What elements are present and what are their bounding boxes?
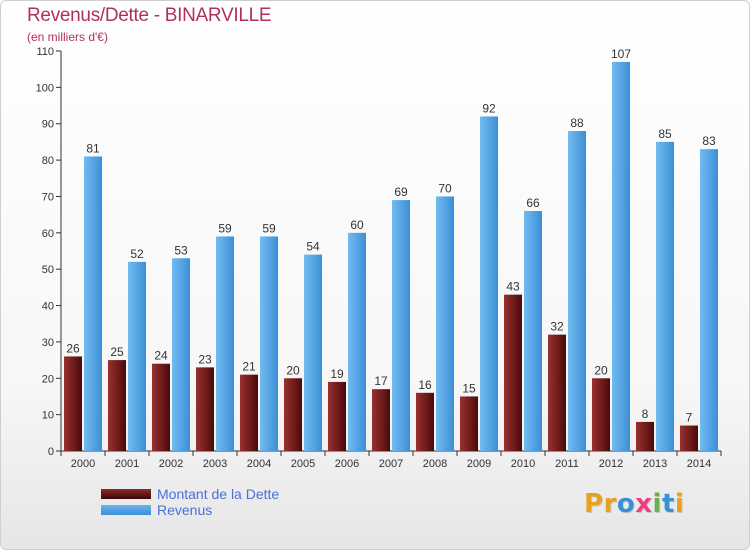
x-tick-label: 2006 — [335, 458, 359, 470]
data-label: 59 — [218, 221, 232, 235]
x-tick-label: 2011 — [555, 458, 579, 470]
bar-revenus — [128, 261, 146, 451]
data-label: 8 — [642, 407, 649, 421]
data-label: 107 — [611, 47, 631, 61]
y-tick-label: 20 — [42, 373, 54, 385]
y-tick-label: 0 — [48, 446, 54, 458]
y-tick-label: 70 — [42, 191, 54, 203]
proxiti-logo: Proxiti — [584, 489, 685, 519]
data-label: 92 — [482, 101, 496, 115]
data-label: 81 — [86, 141, 100, 155]
bar-revenus — [524, 211, 542, 451]
data-label: 24 — [154, 349, 168, 363]
x-tick-label: 2012 — [599, 458, 623, 470]
data-label: 53 — [174, 243, 188, 257]
data-label: 20 — [286, 363, 300, 377]
bar-revenus — [348, 232, 366, 451]
data-label: 32 — [550, 320, 564, 334]
bar-dette — [328, 381, 346, 451]
data-label: 85 — [658, 127, 672, 141]
data-label: 23 — [198, 352, 212, 366]
bar-revenus — [216, 236, 234, 451]
bar-dette — [152, 363, 170, 451]
x-tick-label: 2007 — [379, 458, 403, 470]
data-label: 17 — [374, 374, 388, 388]
bar-dette — [636, 421, 654, 451]
bars — [64, 61, 718, 452]
data-label: 66 — [526, 196, 540, 210]
x-tick-label: 2014 — [687, 458, 711, 470]
data-label: 52 — [130, 247, 144, 261]
data-label: 43 — [506, 280, 520, 294]
bar-revenus — [172, 258, 190, 451]
chart-title: Revenus/Dette - BINARVILLE — [27, 5, 272, 26]
y-tick-label: 10 — [42, 410, 54, 422]
x-tick-label: 2013 — [643, 458, 667, 470]
x-tick-label: 2008 — [423, 458, 447, 470]
bar-dette — [460, 396, 478, 451]
legend-swatch-revenus — [101, 505, 151, 515]
x-tick-label: 2009 — [467, 458, 491, 470]
y-tick-label: 40 — [42, 301, 54, 313]
data-label: 54 — [306, 240, 320, 254]
data-label: 70 — [438, 181, 452, 195]
bar-revenus — [656, 141, 674, 451]
bar-dette — [240, 374, 258, 451]
y-tick-label: 110 — [36, 46, 54, 58]
bar-dette — [284, 378, 302, 451]
bar-dette — [592, 378, 610, 451]
x-tick-label: 2001 — [115, 458, 139, 470]
legend-swatch-dette — [101, 489, 151, 499]
bar-revenus — [304, 254, 322, 451]
data-label: 19 — [330, 367, 344, 381]
x-tick-label: 2010 — [511, 458, 535, 470]
bar-dette — [548, 334, 566, 451]
bar-revenus — [392, 200, 410, 451]
data-label: 20 — [594, 363, 608, 377]
axes: 0 10 20 30 40 50 60 70 80 90 100 110 2000 2001 2002 200… — [36, 46, 722, 470]
y-tick-label: 80 — [42, 155, 54, 167]
legend-label-dette: Montant de la Dette — [157, 486, 280, 502]
x-tick-label: 2003 — [203, 458, 227, 470]
y-tick-label: 90 — [42, 119, 54, 131]
legend-label-revenus: Revenus — [157, 502, 213, 518]
bar-revenus — [436, 196, 454, 451]
bar-dette — [416, 392, 434, 451]
bar-dette — [372, 389, 390, 451]
data-label: 25 — [110, 345, 124, 359]
data-label: 59 — [262, 221, 276, 235]
bar-revenus — [84, 156, 102, 452]
data-label: 21 — [242, 360, 256, 374]
bar-revenus — [568, 131, 586, 451]
bar-revenus — [480, 116, 498, 452]
bar-dette — [64, 356, 82, 451]
y-tick-label: 60 — [42, 228, 54, 240]
x-tick-label: 2004 — [247, 458, 271, 470]
bar-revenus — [260, 236, 278, 451]
x-tick-label: 2005 — [291, 458, 315, 470]
y-tick-label: 100 — [36, 82, 54, 94]
bar-dette — [680, 425, 698, 451]
data-label: 16 — [418, 378, 432, 392]
bar-revenus — [700, 149, 718, 451]
bar-dette — [108, 360, 126, 451]
y-tick-label: 50 — [42, 264, 54, 276]
bar-revenus — [612, 61, 630, 452]
y-tick-label: 30 — [42, 337, 54, 349]
x-tick-label: 2000 — [71, 458, 95, 470]
data-label: 26 — [66, 341, 80, 355]
data-label: 7 — [686, 411, 693, 425]
data-label: 83 — [702, 134, 716, 148]
data-label: 88 — [570, 116, 584, 130]
data-label: 60 — [350, 218, 364, 232]
data-label: 15 — [462, 381, 476, 395]
chart-subtitle: (en milliers d'€) — [27, 30, 108, 44]
bar-dette — [504, 294, 522, 451]
data-labels: 26 25 24 23 21 20 19 17 16 15 43 32 20 8 7 81 52 53 59 59 54… — [66, 47, 716, 425]
x-tick-label: 2002 — [159, 458, 183, 470]
data-label: 69 — [394, 185, 408, 199]
bar-dette — [196, 367, 214, 451]
